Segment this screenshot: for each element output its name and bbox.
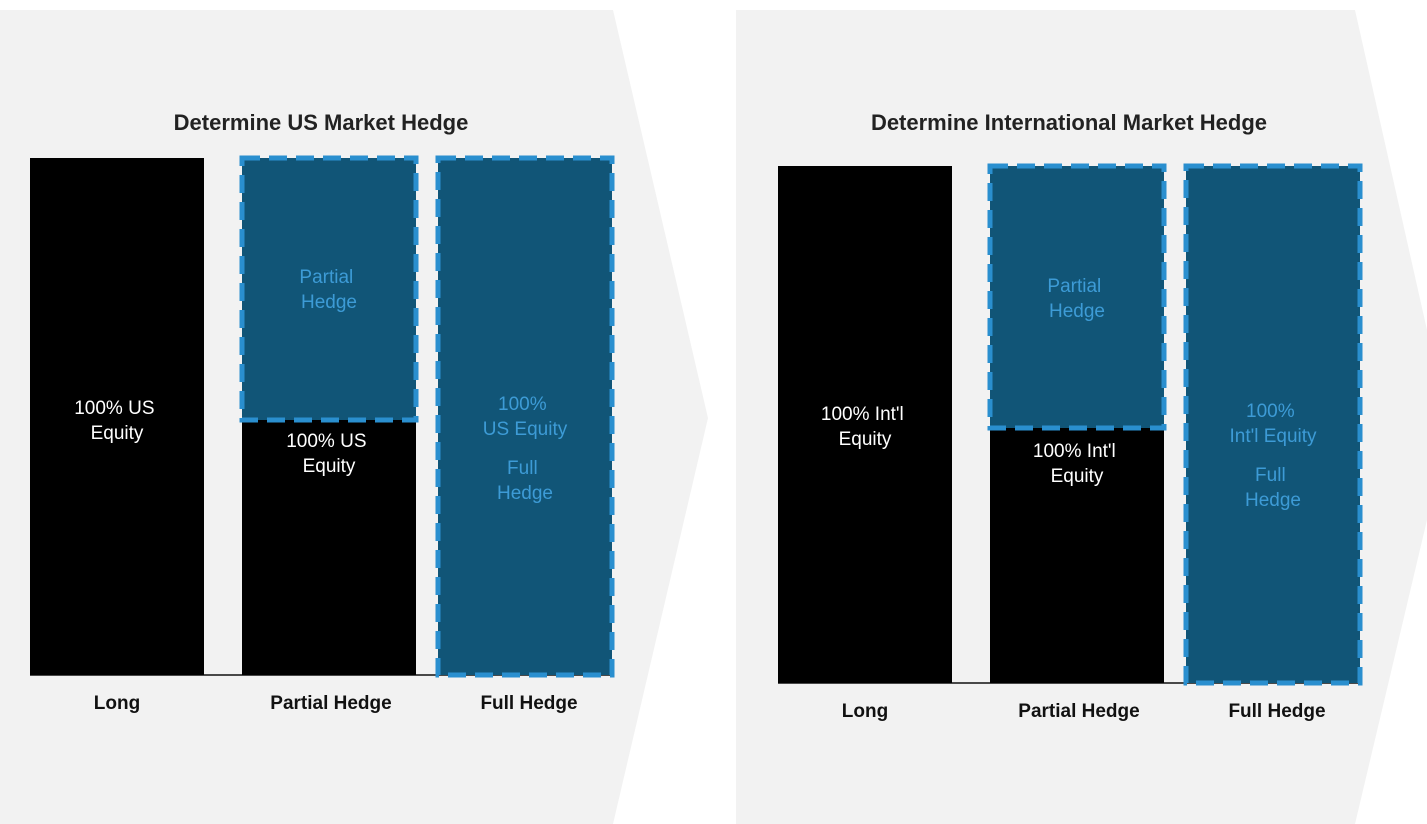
partial-hedge-label: Partial Hedge <box>299 267 358 313</box>
partial-hedge-label: Partial Hedge <box>1047 276 1106 322</box>
full-equity-label: 100% US Equity <box>483 394 568 440</box>
full-hedge-block <box>435 155 615 678</box>
full-hedge-block <box>1183 163 1363 686</box>
panel-title: Determine International Market Hedge <box>871 110 1267 135</box>
full-hedge-label: Full Hedge <box>497 458 553 504</box>
long-equity-bar <box>778 166 952 683</box>
partial-equity-block <box>242 420 416 675</box>
long-equity-label: 100% US Equity <box>74 398 160 444</box>
long-equity-bar <box>30 158 204 675</box>
partial-equity-block <box>990 428 1164 683</box>
partial-equity-label: 100% US Equity <box>286 431 372 477</box>
category-label-partial-hedge: Partial Hedge <box>270 693 391 714</box>
partial-hedge-block <box>987 163 1167 431</box>
full-hedge-label: Full Hedge <box>1245 465 1301 511</box>
intl-hedge-panel: Determine International Market Hedge 100… <box>736 10 1427 824</box>
partial-hedge-block <box>239 155 419 423</box>
us-hedge-panel: Determine US Market Hedge 100% US Equity… <box>0 10 708 824</box>
category-label-full-hedge: Full Hedge <box>480 693 577 714</box>
full-equity-label: 100% Int'l Equity <box>1229 401 1317 447</box>
partial-equity-label: 100% Int'l Equity <box>1033 441 1121 487</box>
category-label-partial-hedge: Partial Hedge <box>1018 701 1139 722</box>
category-label-long: Long <box>94 693 140 714</box>
category-label-full-hedge: Full Hedge <box>1228 701 1325 722</box>
category-label-long: Long <box>842 701 888 722</box>
panel-title: Determine US Market Hedge <box>174 110 469 135</box>
long-equity-label: 100% Int'l Equity <box>821 404 909 450</box>
